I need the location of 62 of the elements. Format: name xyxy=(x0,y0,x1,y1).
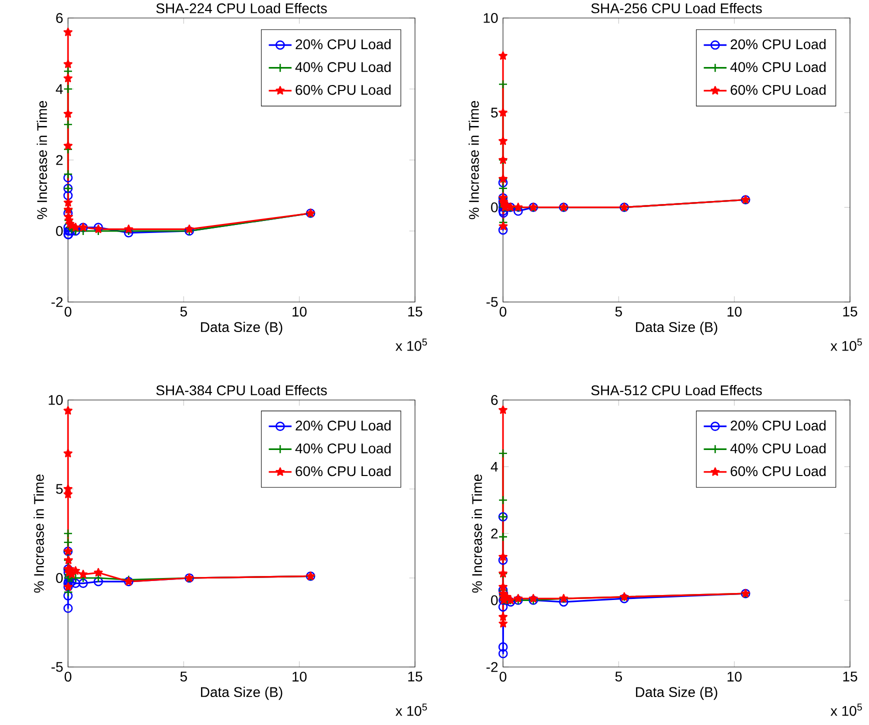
text: x 10$^{5}$ xyxy=(830,704,862,716)
y-tick-label: 6 xyxy=(491,395,498,405)
y-tick-label: -5 xyxy=(51,662,63,672)
y-tick-label: 5 xyxy=(491,108,498,118)
legend-label: 60% CPU Load xyxy=(730,466,826,476)
x-tick-label: 0 xyxy=(500,672,506,682)
x-tick-label: 15 xyxy=(843,672,858,682)
y-axis-title: % Increase in Time xyxy=(36,100,48,220)
y-axis-title: % Increase in Time xyxy=(472,474,482,593)
x-tick-label: 10 xyxy=(292,672,307,682)
x-tick-label: 15 xyxy=(843,306,858,316)
x-tick-label: 0 xyxy=(64,306,72,317)
legend-label: 60% CPU Load xyxy=(296,84,391,95)
legend-label: 20% CPU Load xyxy=(730,420,826,431)
y-tick-label: 10 xyxy=(484,13,498,23)
y-tick-label: 4 xyxy=(490,462,498,472)
x-axis-title: Data Size (B) xyxy=(636,322,718,335)
y-tick-label: -2 xyxy=(486,662,498,672)
chart-title: SHA-512 CPU Load Effects xyxy=(591,385,762,396)
x-tick-label: 10 xyxy=(728,672,742,682)
x-tick-label: 5 xyxy=(180,672,187,682)
x-axis-title: Data Size (B) xyxy=(636,686,718,700)
legend-label: 20% CPU Load xyxy=(730,38,826,50)
legend-label: 20% CPU Load xyxy=(296,420,391,431)
text: x 10$^{5}$ xyxy=(396,704,427,716)
x-tick-label: 15 xyxy=(408,672,422,682)
y-tick-label: 5 xyxy=(56,484,63,494)
legend-label: 60% CPU Load xyxy=(730,84,826,95)
x-tick-label: 5 xyxy=(180,306,187,316)
legend-label: 40% CPU Load xyxy=(295,62,391,72)
legend-label: 40% CPU Load xyxy=(730,443,826,454)
y-tick-label: 10 xyxy=(48,395,63,405)
y-tick-label: 2 xyxy=(491,528,498,538)
x-tick-label: 10 xyxy=(728,306,742,317)
y-tick-label: 6 xyxy=(56,13,63,23)
x-tick-label: 5 xyxy=(615,306,622,316)
y-tick-label: 0 xyxy=(56,226,63,236)
chart-title: SHA-256 CPU Load Effects xyxy=(591,3,762,14)
y-tick-label: 0 xyxy=(491,202,498,212)
x-axis-title: Data Size (B) xyxy=(201,322,282,335)
x-tick-label: 0 xyxy=(64,672,72,682)
y-tick-label: -2 xyxy=(51,297,63,307)
y-axis-title: % Increase in Time xyxy=(468,100,479,220)
chart-title: SHA-384 CPU Load Effects xyxy=(156,385,327,396)
x-tick-label: 10 xyxy=(292,306,307,317)
legend-label: 40% CPU Load xyxy=(295,443,391,454)
y-tick-label: 0 xyxy=(56,573,63,583)
y-tick-label: 2 xyxy=(56,155,63,165)
y-tick-label: 0 xyxy=(491,595,498,606)
x-tick-label: 5 xyxy=(615,672,622,682)
y-axis-title: % Increase in Time xyxy=(34,474,44,593)
y-tick-label: -5 xyxy=(486,297,498,307)
legend-label: 40% CPU Load xyxy=(730,62,826,72)
legend-label: 60% CPU Load xyxy=(296,466,391,476)
x-tick-label: 0 xyxy=(500,306,506,317)
x-tick-label: 15 xyxy=(408,306,422,316)
chart-title: SHA-224 CPU Load Effects xyxy=(156,3,327,14)
x-axis-title: Data Size (B) xyxy=(201,686,282,700)
text: x 10$^{5}$ xyxy=(396,338,427,351)
legend-label: 20% CPU Load xyxy=(296,38,391,50)
y-tick-label: 4 xyxy=(56,84,63,94)
text: x 10$^{5}$ xyxy=(830,338,862,351)
